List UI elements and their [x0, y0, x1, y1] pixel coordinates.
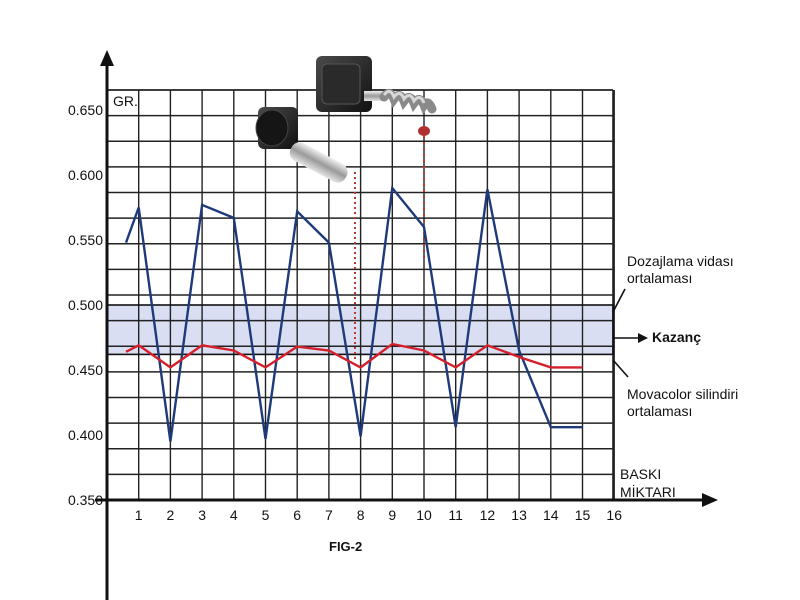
x-axis-label-line-2: MİKTARI	[620, 483, 676, 500]
x-tick-label: 13	[511, 507, 527, 523]
y-tick-label: 0.500	[68, 297, 103, 313]
x-tick-label: 8	[357, 507, 365, 523]
x-tick-label: 16	[606, 507, 622, 523]
annotations: Dozajlama vidasıortalamasıKazançMovacolo…	[612, 253, 738, 419]
axes	[95, 50, 718, 600]
annotation-label: ortalaması	[627, 403, 692, 419]
x-axis-label-line-1: BASKI	[620, 466, 661, 482]
x-tick-label: 5	[262, 507, 270, 523]
x-tick-label: 15	[575, 507, 591, 523]
x-tick-label: 12	[480, 507, 496, 523]
series-line-1	[125, 342, 583, 369]
series-lines	[124, 185, 583, 442]
y-tick-label: 0.400	[68, 427, 103, 443]
x-tick-label: 2	[167, 507, 175, 523]
annotation-label: Movacolor silindiri	[627, 386, 738, 402]
x-tick-label: 11	[448, 507, 463, 523]
x-tick-label: 4	[230, 507, 238, 523]
x-tick-label: 1	[135, 507, 143, 523]
y-axis-label: GR.	[113, 93, 138, 109]
y-tick-label: 0.650	[68, 102, 103, 118]
annotation-connector	[612, 359, 629, 378]
y-tick-label: 0.550	[68, 232, 103, 248]
cylinder-motor-face	[255, 109, 289, 147]
x-tick-label: 14	[543, 507, 559, 523]
annotation-connector	[612, 288, 626, 313]
dosing-screw-illustration	[316, 56, 437, 258]
annotation-arrowhead	[638, 333, 648, 343]
cylinder-illustration	[255, 107, 356, 362]
screw-shaft	[364, 91, 386, 101]
y-tick-label: 0.600	[68, 167, 103, 183]
cylinder-tube	[289, 142, 348, 183]
screw-drip-origin	[418, 126, 430, 136]
y-tick-label: 0.450	[68, 362, 103, 378]
annotation-label: ortalaması	[627, 270, 692, 286]
x-tick-labels: 1 2 3 4 5 6 7 8 9 10 11 12 13 14 15 16	[135, 507, 622, 523]
x-tick-label: 3	[198, 507, 206, 523]
screw-motor-face	[321, 63, 361, 105]
x-axis-arrowhead	[702, 493, 718, 507]
series-line-0	[124, 185, 583, 442]
x-tick-label: 10	[416, 507, 432, 523]
figure-caption: FIG-2	[329, 539, 362, 554]
x-tick-label: 6	[293, 507, 301, 523]
y-tick-label: 0.350	[68, 492, 103, 508]
screw-thread-highlight	[382, 90, 426, 105]
y-tick-labels: 0.350 0.400 0.450 0.500 0.550 0.600 0.650	[68, 102, 103, 508]
annotation-label: Kazanç	[652, 329, 701, 345]
y-axis-arrowhead	[100, 50, 114, 66]
annotation-label: Dozajlama vidası	[627, 253, 734, 269]
grid	[107, 89, 615, 501]
x-tick-label: 7	[325, 507, 333, 523]
x-tick-label: 9	[388, 507, 396, 523]
